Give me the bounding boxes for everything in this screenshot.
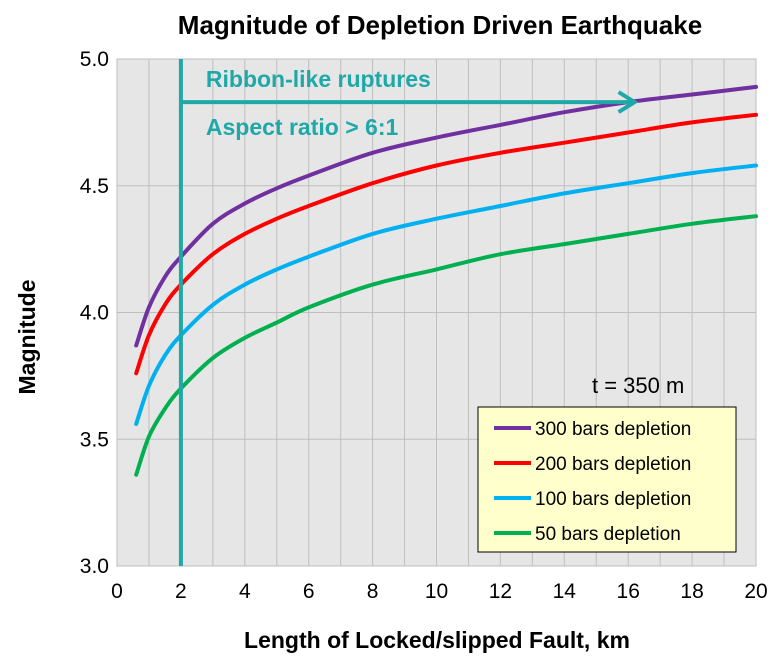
legend-label-200: 200 bars depletion — [535, 454, 691, 475]
x-tick-label: 0 — [111, 580, 123, 603]
x-axis-label: Length of Locked/slipped Fault, km — [244, 627, 630, 653]
legend-box — [477, 406, 737, 553]
thickness-note: t = 350 m — [592, 373, 684, 398]
series-line-2 — [134, 163, 758, 426]
annotation-ribbon-text: Ribbon-like ruptures — [206, 66, 431, 92]
legend-label-100: 100 bars depletion — [535, 489, 691, 510]
x-tick-label: 14 — [553, 580, 577, 603]
rupture-arrow-head — [617, 90, 639, 114]
x-tick-label: 20 — [744, 580, 767, 603]
y-axis-label: Magnitude — [14, 280, 40, 395]
legend-label-50: 50 bars depletion — [535, 524, 681, 545]
x-tick-label: 2 — [175, 580, 187, 603]
y-tick-label: 4.5 — [80, 175, 109, 198]
x-tick-label: 8 — [367, 580, 379, 603]
x-tick-label: 18 — [680, 580, 703, 603]
x-tick-label: 6 — [303, 580, 315, 603]
y-tick-label: 5.0 — [80, 48, 109, 71]
x-tick-label: 16 — [617, 580, 640, 603]
x-tick-label: 4 — [239, 580, 251, 603]
chart-title: Magnitude of Depletion Driven Earthquake — [178, 10, 702, 40]
x-tick-label: 10 — [425, 580, 448, 603]
series-line-1 — [134, 112, 758, 376]
x-tick-label: 12 — [489, 580, 512, 603]
legend-label-300: 300 bars depletion — [535, 419, 691, 440]
series-line-3 — [134, 214, 758, 477]
y-tick-label: 4.0 — [80, 302, 109, 325]
annotation-aspect-text: Aspect ratio > 6:1 — [206, 114, 399, 140]
legend: 300 bars depletion 200 bars depletion 10… — [477, 406, 737, 553]
y-tick-label: 3.0 — [80, 555, 109, 578]
y-tick-label: 3.5 — [80, 428, 109, 451]
